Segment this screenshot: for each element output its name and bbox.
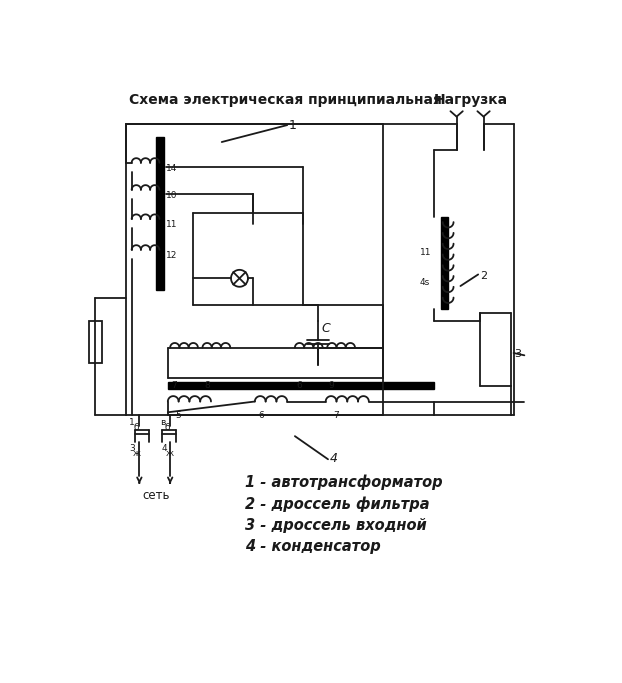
- Text: 7: 7: [172, 380, 177, 390]
- Text: 4s: 4s: [420, 278, 430, 288]
- Text: 3: 3: [129, 444, 135, 453]
- Text: 9: 9: [329, 380, 335, 390]
- Text: 6: 6: [297, 380, 302, 390]
- Text: ж: ж: [165, 449, 174, 458]
- Text: Нагрузка: Нагрузка: [434, 93, 508, 107]
- Text: 2 - дроссель фильтра: 2 - дроссель фильтра: [245, 497, 429, 512]
- Text: 10: 10: [165, 191, 177, 199]
- Text: 1 - автотрансформатор: 1 - автотрансформатор: [245, 475, 442, 490]
- Text: 5: 5: [175, 410, 181, 420]
- Text: сеть: сеть: [142, 489, 170, 502]
- Text: 3 - дроссель входной: 3 - дроссель входной: [245, 518, 427, 533]
- Bar: [168, 382, 434, 389]
- Text: б: б: [164, 423, 170, 432]
- Text: 4 - конденсатор: 4 - конденсатор: [245, 540, 381, 555]
- Text: в: в: [160, 419, 165, 428]
- Text: 4: 4: [330, 451, 338, 464]
- Text: 7: 7: [333, 410, 339, 420]
- Text: C: C: [322, 322, 331, 335]
- Text: 12: 12: [165, 251, 177, 260]
- Text: 6: 6: [258, 410, 264, 420]
- Text: Схема электрическая принципиальная: Схема электрическая принципиальная: [129, 93, 442, 107]
- Text: б: б: [133, 423, 139, 432]
- Text: 11: 11: [165, 220, 177, 229]
- Bar: [88, 320, 103, 363]
- Text: ж: ж: [133, 449, 141, 458]
- Text: 4: 4: [162, 444, 167, 453]
- Text: 8: 8: [204, 380, 210, 390]
- Bar: [156, 137, 164, 290]
- Text: 1: 1: [129, 419, 135, 428]
- Text: 1: 1: [289, 119, 297, 132]
- Text: 3: 3: [514, 349, 521, 359]
- Text: 2: 2: [480, 270, 487, 281]
- Bar: [441, 217, 448, 309]
- Text: 14: 14: [165, 164, 177, 173]
- Text: 11: 11: [420, 247, 431, 257]
